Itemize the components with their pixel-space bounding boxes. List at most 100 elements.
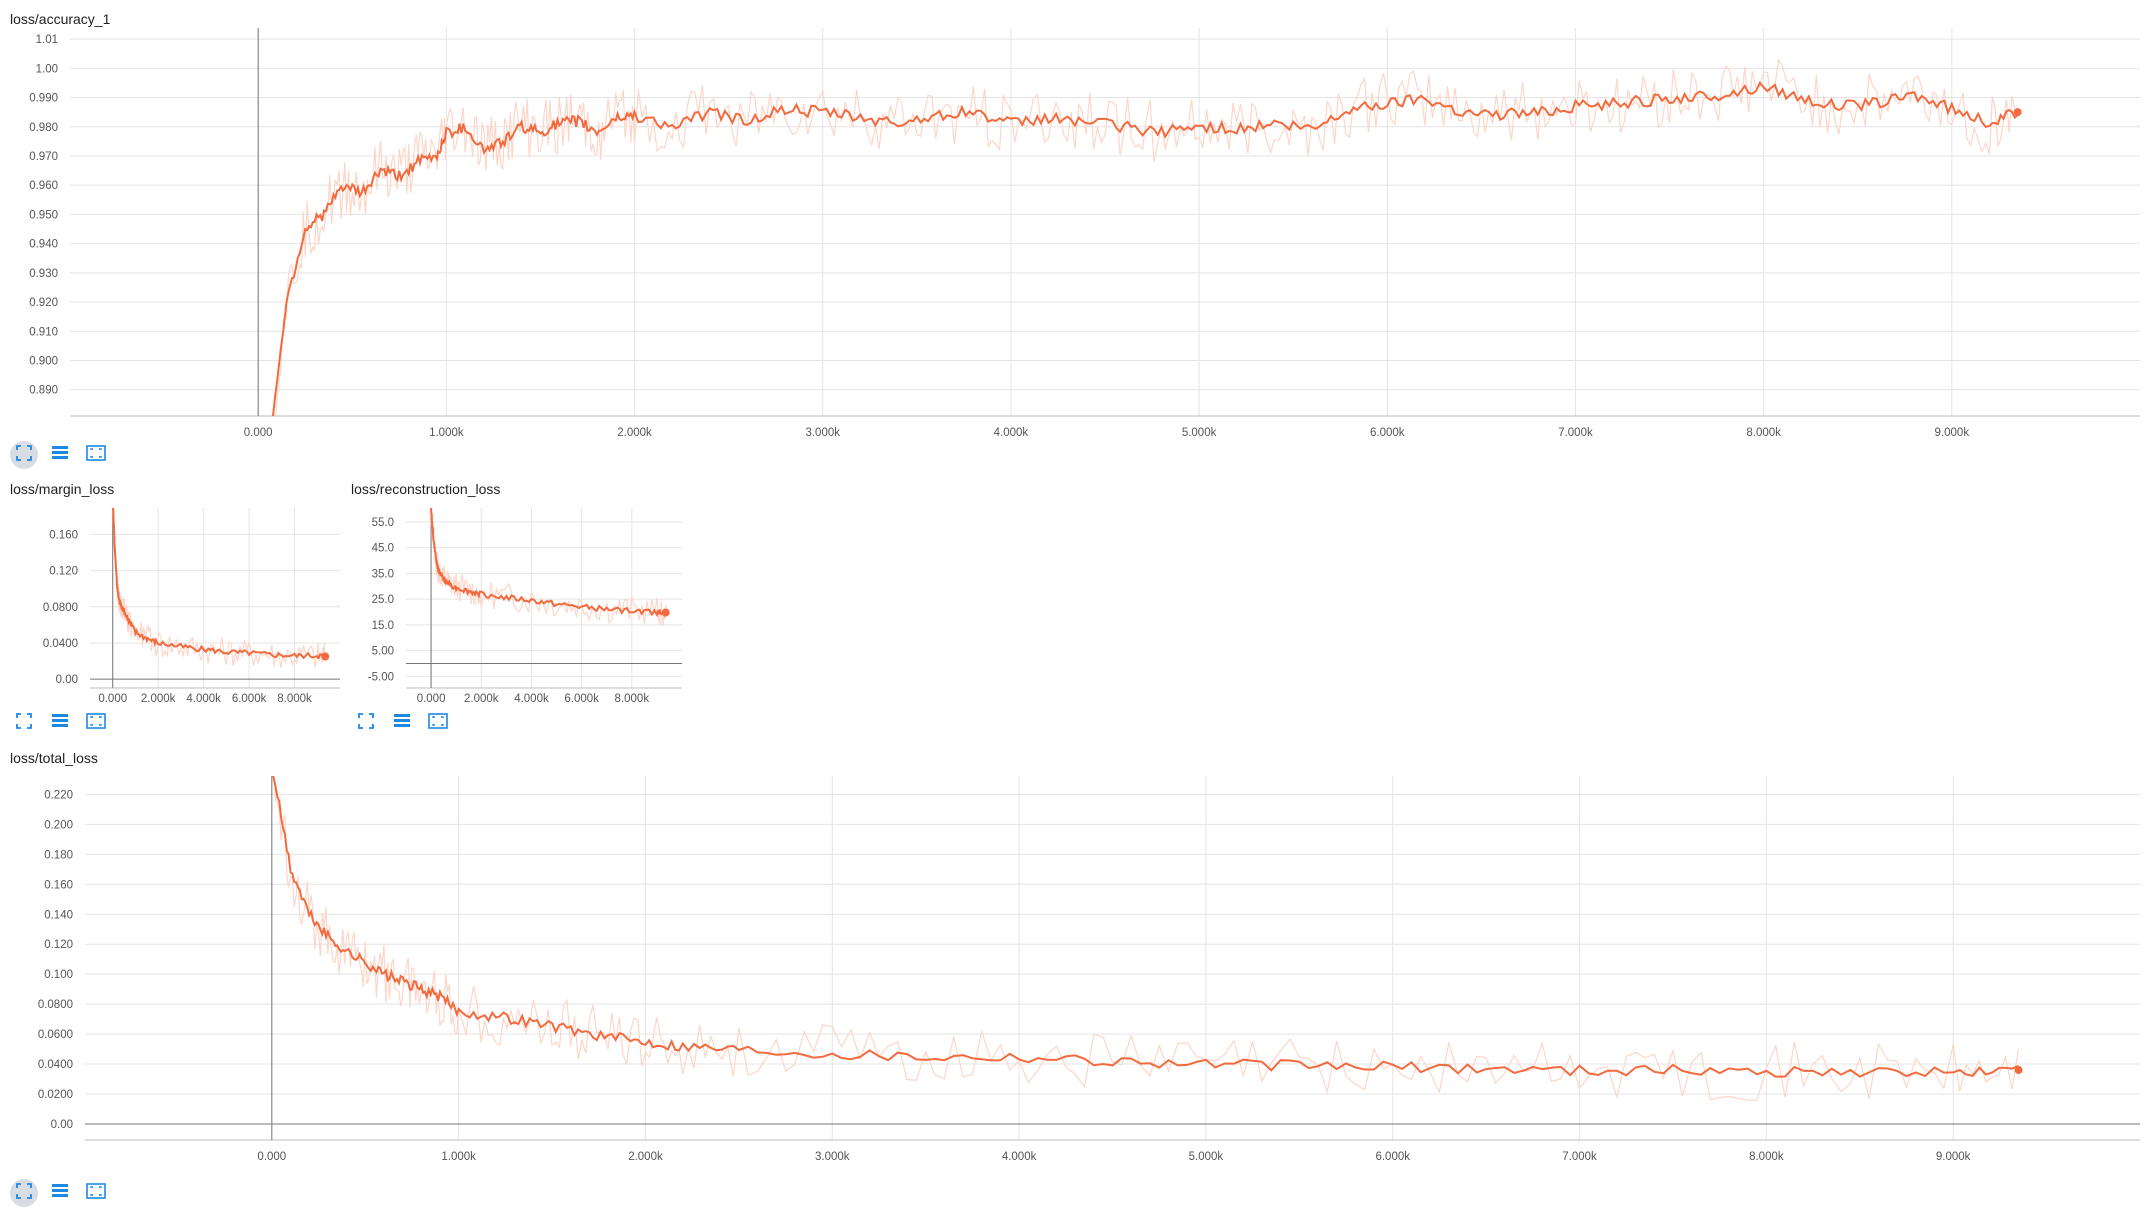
y-tick-label: 0.180 — [44, 849, 73, 861]
data-table-button[interactable] — [46, 709, 74, 737]
x-tick-label: 7.000k — [1558, 427, 1593, 439]
chart-title-total-loss: loss/total_loss — [10, 750, 98, 766]
x-tick-label: 4.000k — [186, 693, 221, 705]
expand-button[interactable] — [10, 709, 38, 737]
last-point-marker — [2013, 108, 2022, 117]
y-tick-label: 0.140 — [44, 909, 73, 921]
y-tick-label: 0.220 — [44, 789, 73, 801]
data-table-icon — [393, 713, 411, 734]
x-tick-label: 8.000k — [277, 693, 312, 705]
expand-button[interactable] — [10, 1179, 38, 1207]
last-point-marker — [2014, 1066, 2023, 1075]
raw-series-line — [273, 776, 2020, 1101]
smoothed-series-line — [272, 776, 2019, 1078]
x-tick-label: 3.000k — [815, 1151, 850, 1163]
y-tick-label: 0.200 — [44, 819, 73, 831]
fit-domain-icon — [86, 712, 106, 734]
y-tick-label: 0.0200 — [38, 1089, 73, 1101]
data-table-button[interactable] — [46, 1179, 74, 1207]
y-tick-label: -5.00 — [368, 671, 394, 683]
y-tick-label: 0.940 — [29, 239, 58, 251]
expand-icon — [16, 1182, 32, 1204]
y-tick-label: 0.910 — [29, 326, 58, 338]
y-tick-label: 45.0 — [372, 543, 394, 555]
fit-domain-icon — [428, 712, 448, 734]
smoothed-series-line — [430, 508, 667, 618]
expand-icon — [358, 712, 374, 734]
data-table-button[interactable] — [46, 441, 74, 469]
toolbar-reconstruction-loss — [352, 708, 452, 738]
data-table-button[interactable] — [388, 709, 416, 737]
fit-domain-icon — [86, 1182, 106, 1204]
x-tick-label: 2.000k — [617, 427, 652, 439]
y-tick-label: 0.00 — [51, 1119, 73, 1131]
expand-button[interactable] — [10, 441, 38, 469]
x-tick-label: 1.000k — [429, 427, 464, 439]
chart-reconstruction-loss[interactable]: 0.000 2.000k 4.000k 6.000k 8.000k -5.00 5.00 15… — [0, 0, 2145, 720]
y-tick-label: 0.0400 — [38, 1059, 73, 1071]
x-tick-label: 6.000k — [1370, 427, 1405, 439]
y-tick-label: 15.0 — [372, 620, 394, 632]
x-tick-label: 0.000 — [257, 1151, 286, 1163]
y-tick-label: 0.0400 — [43, 638, 78, 650]
x-tick-label: 2.000k — [628, 1151, 663, 1163]
y-tick-label: 0.0800 — [38, 999, 73, 1011]
data-table-icon — [51, 713, 69, 734]
fit-domain-button[interactable] — [82, 709, 110, 737]
y-tick-label: 0.900 — [29, 355, 58, 367]
y-tick-label: 0.0600 — [38, 1029, 73, 1041]
y-tick-label: 0.890 — [29, 385, 58, 397]
chart-title-reconstruction-loss: loss/reconstruction_loss — [351, 481, 501, 497]
chart-accuracy[interactable]: 0.000 1.000k 2.000k 3.000k 4.000k 5.000k 6.000… — [0, 0, 2145, 450]
y-tick-label: 55.0 — [372, 517, 394, 529]
y-tick-label: 0.950 — [29, 209, 58, 221]
y-tick-label: 0.990 — [29, 93, 58, 105]
x-tick-label: 5.000k — [1182, 427, 1217, 439]
y-tick-label: 1.00 — [36, 63, 58, 75]
x-tick-label: 0.000 — [98, 693, 127, 705]
y-tick-label: 0.160 — [49, 529, 78, 541]
x-tick-label: 6.000k — [564, 693, 599, 705]
x-tick-label: 4.000k — [1002, 1151, 1037, 1163]
expand-button[interactable] — [352, 709, 380, 737]
y-tick-label: 0.00 — [56, 674, 78, 686]
y-tick-label: 0.0800 — [43, 602, 78, 614]
smoothed-series-line — [112, 508, 326, 660]
y-tick-label: 0.120 — [44, 939, 73, 951]
chart-title-margin-loss: loss/margin_loss — [10, 481, 115, 497]
toolbar-margin-loss — [10, 708, 110, 738]
x-tick-label: 8.000k — [615, 693, 650, 705]
fit-domain-button[interactable] — [82, 1179, 110, 1207]
x-tick-label: 2.000k — [464, 693, 499, 705]
last-point-marker — [661, 608, 670, 617]
toolbar-total-loss — [10, 1178, 110, 1208]
x-tick-label: 8.000k — [1746, 427, 1781, 439]
expand-icon — [16, 712, 32, 734]
y-tick-label: 35.0 — [372, 568, 394, 580]
y-tick-label: 0.970 — [29, 151, 58, 163]
x-tick-label: 4.000k — [514, 693, 549, 705]
data-table-icon — [51, 1183, 69, 1204]
x-tick-label: 6.000k — [1375, 1151, 1410, 1163]
chart-margin-loss[interactable]: 0.000 2.000k 4.000k 6.000k 8.000k0.000.04000… — [0, 0, 2145, 720]
y-tick-label: 25.0 — [372, 594, 394, 606]
x-tick-label: 7.000k — [1562, 1151, 1597, 1163]
x-tick-label: 4.000k — [994, 427, 1029, 439]
fit-domain-button[interactable] — [82, 441, 110, 469]
expand-icon — [16, 444, 32, 466]
x-tick-label: 5.000k — [1189, 1151, 1224, 1163]
data-table-icon — [51, 445, 69, 466]
raw-series-line — [275, 58, 2019, 416]
y-tick-label: 1.01 — [36, 34, 58, 46]
x-tick-label: 2.000k — [141, 693, 176, 705]
x-tick-label: 9.000k — [1935, 427, 1970, 439]
fit-domain-button[interactable] — [424, 709, 452, 737]
x-tick-label: 6.000k — [232, 693, 267, 705]
y-tick-label: 5.00 — [372, 646, 394, 658]
y-tick-label: 0.120 — [49, 566, 78, 578]
x-tick-label: 9.000k — [1936, 1151, 1971, 1163]
x-tick-label: 0.000 — [417, 693, 446, 705]
x-tick-label: 1.000k — [441, 1151, 476, 1163]
y-tick-label: 0.980 — [29, 122, 58, 134]
